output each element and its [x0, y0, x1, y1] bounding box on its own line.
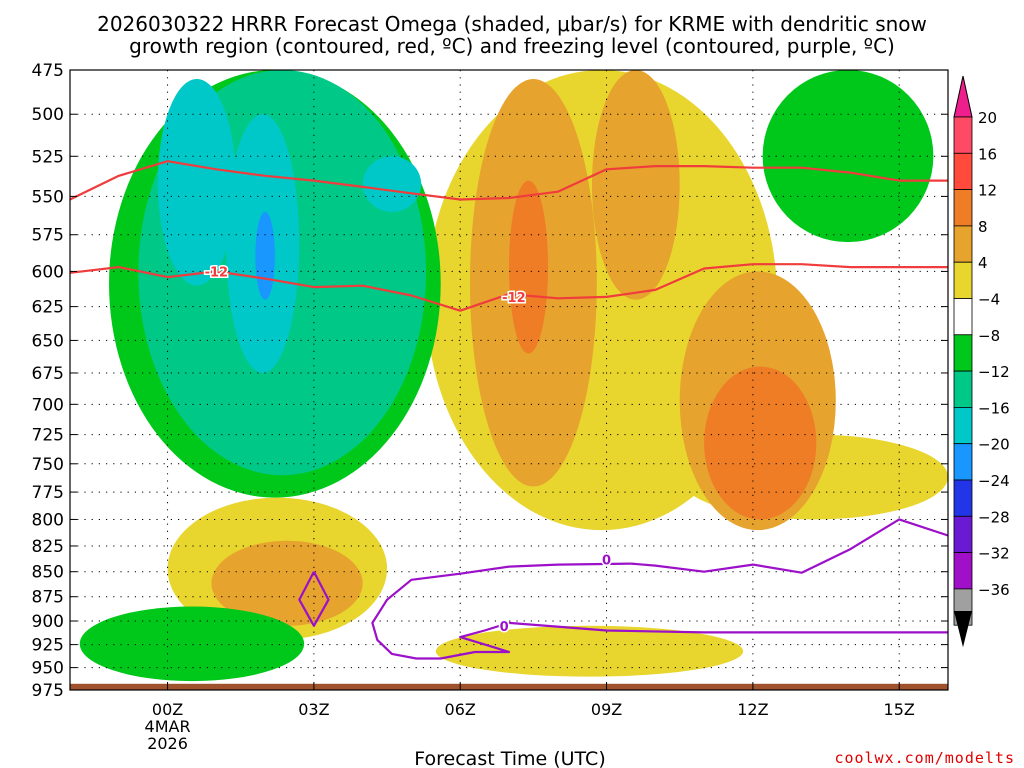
plot-area: -12 -12 0 0 475 500 525 550 575 600 625 650 675 700 72…	[32, 61, 949, 753]
chart-title-line-1: 2026030322 HRRR Forecast Omega (shaded, …	[97, 12, 927, 36]
colorbar-label: −12	[978, 363, 1010, 381]
surface-band	[70, 683, 948, 690]
colorbar-label: −20	[978, 436, 1010, 454]
x-tick-label: 03Z	[298, 700, 329, 719]
colorbar-segment-12	[953, 552, 973, 590]
colorbar-segment-4	[953, 261, 973, 299]
colorbar-label: −24	[978, 472, 1010, 490]
y-tick-label: 675	[32, 364, 64, 384]
omega-region-5	[591, 70, 680, 300]
x-tick-label: 06Z	[445, 700, 476, 719]
omega-region-8	[509, 180, 549, 354]
colorbar-segment-7	[953, 370, 973, 408]
colorbar-label: 20	[978, 109, 997, 127]
y-tick-label: 875	[32, 588, 64, 608]
colorbar-label: 4	[978, 254, 988, 272]
colorbar-label: −4	[978, 291, 1000, 309]
y-tick-label: 825	[32, 537, 64, 557]
freezing-contour-line-0	[371, 562, 948, 660]
x-date-year-label: 2026	[147, 734, 188, 753]
y-tick-label: 625	[32, 298, 64, 318]
dgz-contour-label-1-1: -12	[502, 291, 526, 306]
dgz-contour-label-1-0: -12	[205, 265, 229, 280]
y-tick-label: 850	[32, 563, 64, 583]
colorbar-segment-1	[953, 152, 973, 191]
dgz-contour-line-1	[70, 263, 948, 312]
y-tick-label: 650	[32, 331, 64, 351]
credit-text: coolwx.com/modelts	[834, 749, 1015, 767]
colorbar-label: −36	[978, 581, 1010, 599]
y-tick-label: 500	[32, 105, 64, 125]
x-date-day-label: 4MAR	[145, 717, 191, 736]
y-tick-label: 975	[32, 681, 64, 701]
colorbar-label: 8	[978, 218, 988, 236]
colorbar-segment-11	[953, 515, 973, 553]
colorbar-segment-3	[953, 225, 973, 263]
y-tick-label: 750	[32, 455, 64, 475]
colorbar-segment-2	[953, 189, 973, 227]
y-tick-label: 600	[32, 262, 64, 282]
colorbar-segment-9	[953, 443, 973, 481]
freezing-contour-line-2	[298, 571, 330, 627]
y-tick-label: 525	[32, 147, 64, 167]
x-tick-label: 09Z	[591, 700, 622, 719]
y-tick-label: 925	[32, 636, 64, 656]
colorbar-segment-0	[953, 116, 973, 154]
omega-region-14	[157, 79, 236, 286]
colorbar-label: −8	[978, 327, 1000, 345]
y-tick-label: 475	[32, 61, 64, 81]
plot-inner: -12 -12 0 0	[70, 70, 948, 690]
colorbar-segment-10	[953, 479, 973, 517]
y-tick-label: 550	[32, 187, 64, 207]
omega-region-16	[362, 156, 422, 212]
colorbar-segment-6	[953, 334, 973, 372]
omega-region-9	[704, 366, 817, 520]
omega-region-17	[255, 211, 275, 300]
y-tick-label: 725	[32, 426, 64, 446]
colorbar-label: 12	[978, 182, 997, 200]
x-tick-label: 15Z	[884, 700, 915, 719]
plot-frame	[69, 69, 949, 691]
y-tick-label: 775	[32, 483, 64, 503]
freezing-contour-label-0-0: 0	[602, 553, 611, 568]
freezing-contour-label-0-1: 0	[500, 620, 509, 635]
y-tick-label: 900	[32, 612, 64, 632]
omega-region-12	[79, 606, 305, 682]
y-tick-label: 575	[32, 226, 64, 246]
colorbar-label: 16	[978, 145, 997, 163]
colorbar-label: −16	[978, 399, 1010, 417]
y-tick-label: 700	[32, 395, 64, 415]
colorbar-label: −28	[978, 508, 1010, 526]
chart-title-line-2: growth region (contoured, red, ºC) and f…	[129, 34, 895, 58]
colorbar-label: −32	[978, 545, 1010, 563]
omega-region-3	[435, 625, 744, 677]
colorbar-bottom-arrow	[954, 611, 972, 648]
colorbar-top-arrow	[953, 75, 973, 118]
freezing-contour-line-1	[630, 518, 948, 574]
dgz-contour-line-0	[70, 160, 948, 201]
x-tick-label: 12Z	[737, 700, 768, 719]
y-tick-label: 950	[32, 659, 64, 679]
y-tick-label: 800	[32, 510, 64, 530]
colorbar-segment-8	[953, 406, 973, 445]
colorbar-segment-5	[953, 298, 973, 336]
x-axis-label: Forecast Time (UTC)	[414, 748, 605, 768]
x-tick-label: 00Z	[152, 700, 183, 719]
